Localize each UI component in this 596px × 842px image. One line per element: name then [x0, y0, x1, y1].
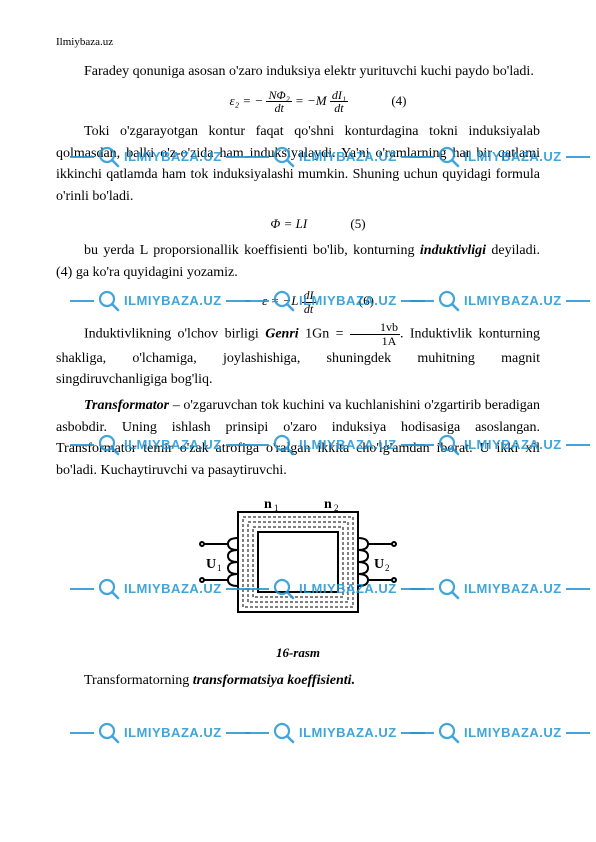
watermark: ILMIYBAZA.UZ [70, 722, 250, 744]
magnifier-icon [438, 722, 460, 744]
eq4-f1bot: dt [266, 102, 291, 115]
eq6-ftop: dI [302, 289, 316, 303]
equation-6: ε = −L dIdt (6) [56, 289, 540, 315]
eq4-num: (4) [391, 93, 406, 108]
label-u1: U [206, 557, 216, 572]
svg-text:1: 1 [217, 563, 222, 573]
page-header: Ilmiybaza.uz [56, 34, 540, 51]
paragraph-5: Transformator – o'zgaruvchan tok kuchini… [56, 395, 540, 482]
transformer-diagram: n 1 n 2 U 1 U 2 [168, 494, 428, 634]
eq5-expr: Φ = LI [270, 216, 307, 231]
p6b: transformatsiya koeffisienti. [193, 673, 355, 688]
p1-text: Faradey qonuniga asosan o'zaro induksiya… [84, 64, 534, 79]
watermark: ILMIYBAZA.UZ [410, 722, 590, 744]
figure-caption: 16-rasm [56, 643, 540, 663]
p4fbot: 1A [350, 335, 400, 348]
p4ftop: 1vb [350, 321, 400, 335]
p5a: Transformator [84, 398, 169, 413]
equation-5: Φ = LI (5) [56, 214, 540, 234]
equation-4: ε₂ = − NΦ₂dt = −M dI₁dt (4) [56, 89, 540, 115]
label-n2: n [324, 497, 332, 512]
p4-frac: 1vb1A [350, 321, 400, 347]
p2-text: Toki o'zgarayotgan kontur faqat qo'shni … [56, 124, 540, 204]
eq4-frac1: NΦ₂dt [266, 89, 291, 115]
eq4-frac2: dI₁dt [330, 89, 348, 115]
p4c: 1Gn = [299, 327, 350, 342]
p3a: bu yerda L proporsionallik koeffisienti … [84, 243, 420, 258]
paragraph-1: Faradey qonuniga asosan o'zaro induksiya… [56, 61, 540, 83]
paragraph-4: Induktivlikning o'lchov birligi Genri 1G… [56, 321, 540, 391]
eq6-lhs: ε = −L [262, 293, 301, 308]
label-u2: U [374, 557, 384, 572]
eq4-f2top: dI₁ [330, 89, 348, 103]
eq6-num: (6) [359, 293, 374, 308]
watermark: ILMIYBAZA.UZ [245, 722, 425, 744]
svg-text:1: 1 [274, 503, 279, 513]
paragraph-6: Transformatorning transformatsiya koeffi… [56, 670, 540, 692]
paragraph-2: Toki o'zgarayotgan kontur faqat qo'shni … [56, 121, 540, 208]
eq6-frac: dIdt [302, 289, 316, 315]
p6a: Transformatorning [84, 673, 193, 688]
site-name: Ilmiybaza.uz [56, 36, 113, 48]
magnifier-icon [273, 722, 295, 744]
figure-transformer: n 1 n 2 U 1 U 2 16-rasm [56, 494, 540, 664]
eq5-num: (5) [350, 216, 365, 231]
svg-text:2: 2 [334, 503, 339, 513]
paragraph-3: bu yerda L proporsionallik koeffisienti … [56, 240, 540, 283]
p4a: Induktivlikning o'lchov birligi [84, 327, 265, 342]
eq4-lhs: ε₂ = − [230, 93, 264, 108]
p3b: induktivligi [420, 243, 486, 258]
svg-text:2: 2 [385, 563, 390, 573]
magnifier-icon [98, 722, 120, 744]
eq4-f2bot: dt [330, 102, 348, 115]
p4b: Genri [265, 327, 298, 342]
eq4-f1top: NΦ₂ [266, 89, 291, 103]
eq4-mid: = −M [295, 93, 330, 108]
eq6-fbot: dt [302, 303, 316, 316]
label-n1: n [264, 497, 272, 512]
